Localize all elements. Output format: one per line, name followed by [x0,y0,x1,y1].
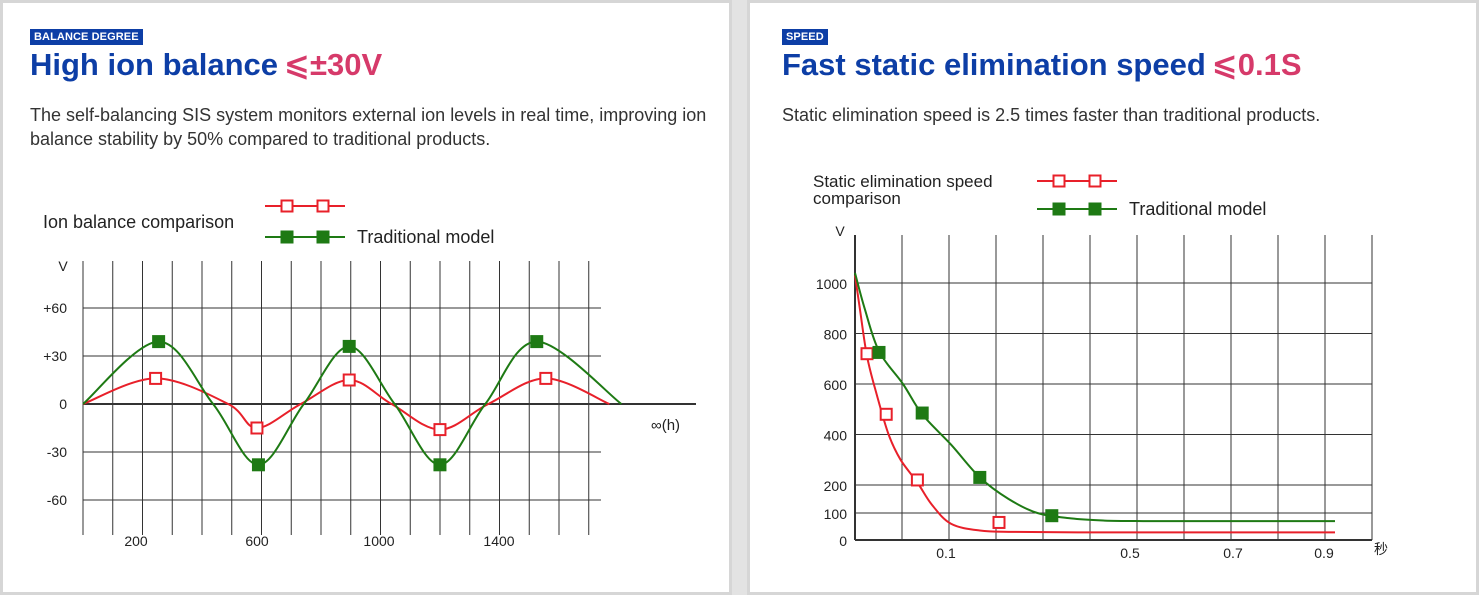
y-tick-label: -60 [47,492,67,508]
traditional-point [342,339,356,353]
speed-panel: SPEED Fast static elimination speed ⩽0.1S… [747,0,1479,595]
speed-description: Static elimination speed is 2.5 times fa… [782,105,1321,125]
ion-balance-title: High ion balance ⩽±30V [30,47,382,83]
new-model-point [433,423,447,437]
new-model-series-line [854,275,1335,534]
traditional-point [251,458,265,472]
x-tick-label: 1400 [483,533,514,549]
x-tick-label: 0.7 [1223,545,1243,561]
new-model-point [879,407,893,421]
y-tick-label: 800 [824,327,848,343]
legend-new-model-marker-1 [280,199,294,213]
new-model-point [860,347,874,361]
y-tick-label: 200 [824,478,848,494]
speed-title: Fast static elimination speed ⩽0.1S [782,47,1302,83]
ion-balance-description: The self-balancing SIS system monitors e… [30,105,707,149]
chart-title: Ion balance comparison [43,212,234,232]
x-axis-label: ∞(h) [651,417,680,434]
new-model-point [250,421,264,435]
ion-balance-title-highlight: ⩽±30V [284,47,383,82]
balance-degree-badge: BALANCE DEGREE [30,29,143,45]
new-model-point [992,515,1006,529]
x-axis-label: 秒 [1374,541,1388,557]
x-tick-label: 1000 [363,533,394,549]
traditional-series-line [854,272,1335,523]
new-model-point [539,371,553,385]
y-tick-label: -30 [47,444,67,460]
legend-traditional-marker-1 [1052,202,1066,216]
legend-new-model-marker-2 [316,199,330,213]
x-tick-label: 200 [124,533,148,549]
traditional-point [872,345,886,359]
legend-traditional-label: Traditional model [1129,199,1266,219]
traditional-point [915,406,929,420]
y-tick-label: 100 [824,506,848,522]
traditional-point [433,458,447,472]
legend-traditional-label: Traditional model [357,227,494,247]
legend-traditional-marker-2 [1088,202,1102,216]
speed-title-text: Fast static elimination speed [782,47,1206,82]
speed-title-highlight: ⩽0.1S [1211,47,1302,82]
legend-traditional-marker-1 [280,230,294,244]
new-model-point [342,373,356,387]
x-tick-label: 0.1 [936,545,956,561]
y-tick-label: 0 [839,533,847,549]
y-tick-label: 1000 [816,276,847,292]
new-model-point [149,371,163,385]
legend-new-model-marker-2 [1088,174,1102,188]
ion-balance-panel: BALANCE DEGREE High ion balance ⩽±30V The… [0,0,732,595]
x-tick-label: 0.5 [1120,545,1140,561]
traditional-point [530,335,544,349]
ion-balance-title-text: High ion balance [30,47,279,82]
y-tick-label: 400 [824,428,848,444]
y-axis-label: V [58,258,68,274]
y-tick-label: +30 [43,348,67,364]
speed-badge: SPEED [782,29,828,45]
x-tick-label: 0.9 [1314,545,1334,561]
x-tick-label: 600 [245,533,269,549]
y-tick-label: +60 [43,300,67,316]
ion-balance-chart: +60 +30 0 -30 -60 V 200 600 1000 1400 ∞(h) Ion bala… [43,199,696,549]
y-axis-label: V [835,223,845,239]
y-tick-label: 600 [824,377,848,393]
chart-title-line-1: Static elimination speed [813,172,993,191]
traditional-point [1045,509,1059,523]
y-tick-label: 0 [59,396,67,412]
new-model-point [910,473,924,487]
chart-title-line-2: comparison [813,189,901,208]
legend-traditional-marker-2 [316,230,330,244]
traditional-point [152,335,166,349]
legend-new-model-marker-1 [1052,174,1066,188]
traditional-point [973,470,987,484]
